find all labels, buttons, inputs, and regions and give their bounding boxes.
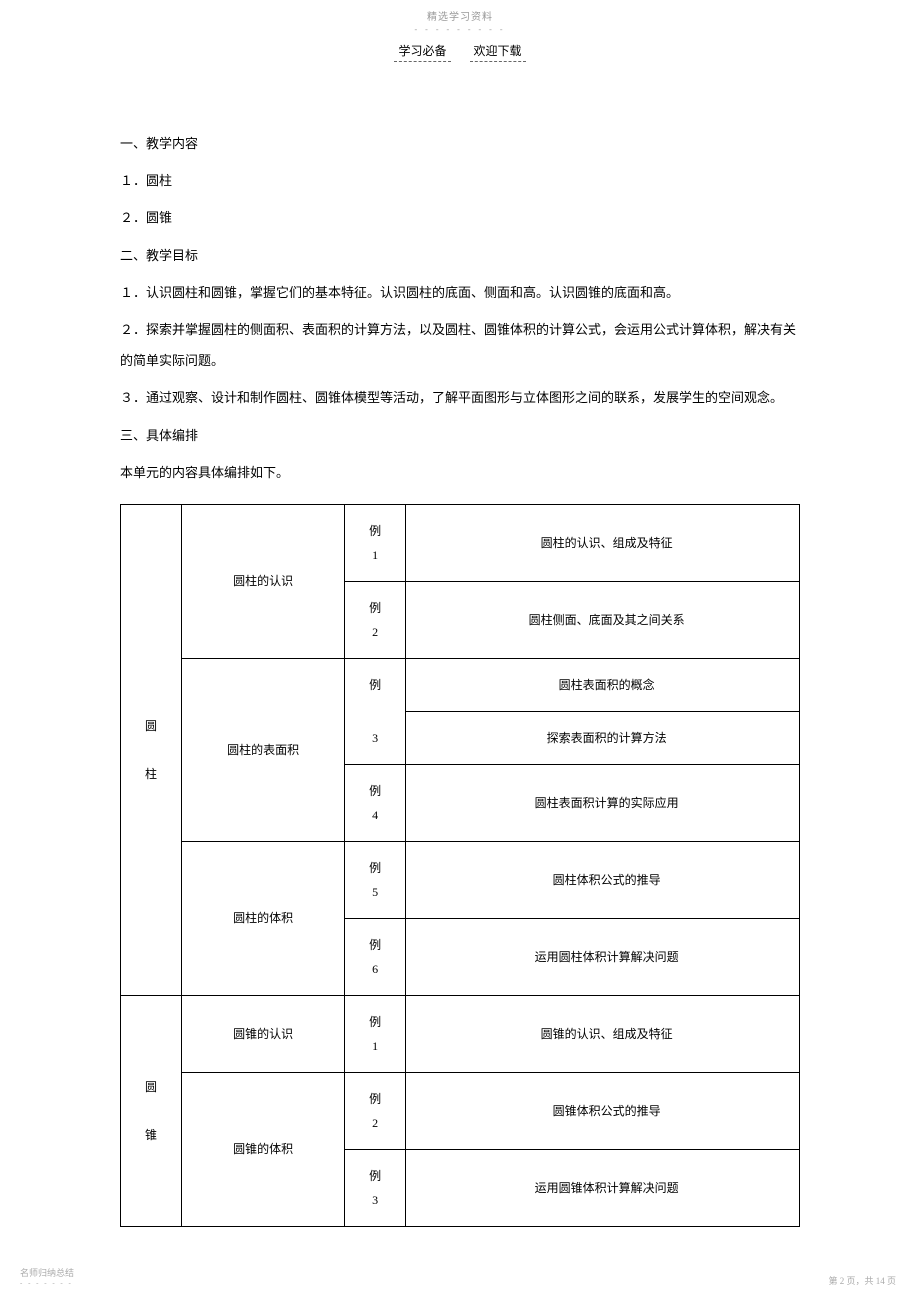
section2-item2: ２．探索并掌握圆柱的侧面积、表面积的计算方法，以及圆柱、圆锥体积的计算公式，会运… bbox=[120, 314, 800, 376]
group-cell: 圆锥的认识 bbox=[182, 995, 345, 1072]
example-cell: 例1 bbox=[345, 504, 406, 581]
section1-item1: １．圆柱 bbox=[120, 165, 800, 196]
example-cell: 例1 bbox=[345, 995, 406, 1072]
footer-left-dots: - - - - - - - bbox=[20, 1279, 74, 1287]
desc-cell: 圆柱表面积的概念 bbox=[406, 658, 800, 711]
doc-header-dots: - - - - - - - - - bbox=[0, 25, 920, 34]
group-cell: 圆柱的认识 bbox=[182, 504, 345, 658]
doc-header-title: 精选学习资料 bbox=[0, 8, 920, 23]
example-cell: 例3 bbox=[345, 1149, 406, 1226]
footer-right: 第 2 页，共 14 页 bbox=[828, 1274, 896, 1287]
cylinder-label-cell: 圆柱 bbox=[121, 504, 182, 995]
desc-cell: 圆柱侧面、底面及其之间关系 bbox=[406, 581, 800, 658]
section2-item1: １．认识圆柱和圆锥，掌握它们的基本特征。认识圆柱的底面、侧面和高。认识圆锥的底面… bbox=[120, 277, 800, 308]
example-cell: 例4 bbox=[345, 764, 406, 841]
desc-cell: 圆锥的认识、组成及特征 bbox=[406, 995, 800, 1072]
desc-cell: 运用圆锥体积计算解决问题 bbox=[406, 1149, 800, 1226]
example-cell: 例2 bbox=[345, 1072, 406, 1149]
desc-cell: 运用圆柱体积计算解决问题 bbox=[406, 918, 800, 995]
content-table: 圆柱 圆柱的认识 例1 圆柱的认识、组成及特征 例2 圆柱侧面、底面及其之间关系… bbox=[120, 504, 800, 1227]
doc-subheader: 学习必备 欢迎下载 bbox=[0, 42, 920, 62]
section3-title: 三、具体编排 bbox=[120, 420, 800, 451]
desc-cell: 圆柱的认识、组成及特征 bbox=[406, 504, 800, 581]
example-cell: 例5 bbox=[345, 841, 406, 918]
footer-left-text: 名师归纳总结 bbox=[20, 1266, 74, 1279]
desc-cell: 圆柱体积公式的推导 bbox=[406, 841, 800, 918]
subheader-right: 欢迎下载 bbox=[470, 42, 526, 62]
example-cell: 3 bbox=[345, 711, 406, 764]
main-content: 一、教学内容 １．圆柱 ２．圆锥 二、教学目标 １．认识圆柱和圆锥，掌握它们的基… bbox=[0, 62, 920, 1227]
subheader-left: 学习必备 bbox=[394, 42, 450, 62]
cylinder-label: 圆柱 bbox=[145, 719, 157, 781]
desc-cell: 圆锥体积公式的推导 bbox=[406, 1072, 800, 1149]
cone-label-cell: 圆锥 bbox=[121, 995, 182, 1226]
footer-left: 名师归纳总结 - - - - - - - bbox=[20, 1266, 74, 1287]
section1-item2: ２．圆锥 bbox=[120, 202, 800, 233]
cone-label: 圆锥 bbox=[145, 1080, 157, 1142]
example-cell: 例2 bbox=[345, 581, 406, 658]
section2-title: 二、教学目标 bbox=[120, 240, 800, 271]
section3-intro: 本单元的内容具体编排如下。 bbox=[120, 457, 800, 488]
section1-title: 一、教学内容 bbox=[120, 128, 800, 159]
group-cell: 圆锥的体积 bbox=[182, 1072, 345, 1226]
desc-cell: 探索表面积的计算方法 bbox=[406, 711, 800, 764]
example-cell: 例 bbox=[345, 658, 406, 711]
group-cell: 圆柱的体积 bbox=[182, 841, 345, 995]
example-cell: 例6 bbox=[345, 918, 406, 995]
section2-item3: ３．通过观察、设计和制作圆柱、圆锥体模型等活动，了解平面图形与立体图形之间的联系… bbox=[120, 382, 800, 413]
desc-cell: 圆柱表面积计算的实际应用 bbox=[406, 764, 800, 841]
group-cell: 圆柱的表面积 bbox=[182, 658, 345, 841]
